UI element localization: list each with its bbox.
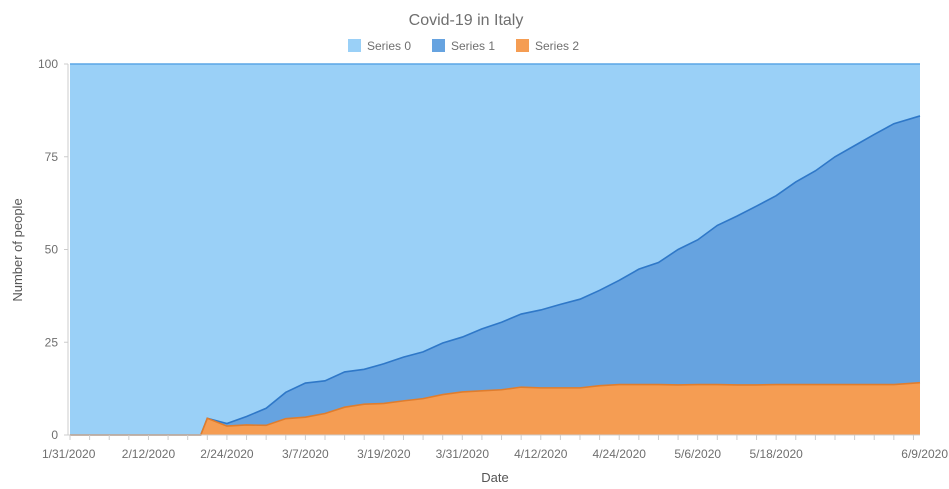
x-tick-label: 3/31/2020 [436, 447, 490, 461]
y-tick-label: 50 [45, 243, 59, 257]
x-tick-label: 3/19/2020 [357, 447, 411, 461]
x-tick-label: 2/12/2020 [122, 447, 176, 461]
x-tick-label: 5/6/2020 [674, 447, 721, 461]
legend-swatch-series-0 [348, 39, 361, 52]
legend-swatch-series-2 [516, 39, 529, 52]
y-tick-label: 25 [45, 335, 59, 349]
y-tick-label: 75 [45, 150, 59, 164]
area-series-2[interactable] [70, 382, 920, 435]
area-series-1[interactable] [70, 115, 920, 435]
y-axis: 0 25 50 75 100 [38, 57, 69, 442]
series-line-1 [70, 115, 921, 436]
x-tick-label: 2/24/2020 [200, 447, 254, 461]
x-tick-label: 4/24/2020 [593, 447, 647, 461]
x-tick-label: 6/9/2020 [901, 447, 948, 461]
x-tick-label: 4/12/2020 [514, 447, 568, 461]
x-tick-label: 5/18/2020 [749, 447, 803, 461]
legend-label-series-0[interactable]: Series 0 [367, 39, 411, 53]
y-axis-title: Number of people [10, 198, 25, 301]
legend-label-series-2[interactable]: Series 2 [535, 39, 579, 53]
y-tick-label: 100 [38, 57, 58, 71]
area-series-0[interactable] [70, 64, 920, 435]
area-series-group [70, 63, 921, 436]
legend-label-series-1[interactable]: Series 1 [451, 39, 495, 53]
chart-legend: Series 0 Series 1 Series 2 [348, 39, 579, 53]
x-tick-label: 3/7/2020 [282, 447, 329, 461]
series-line-2 [70, 381, 921, 436]
x-tick-label: 1/31/2020 [42, 447, 96, 461]
y-tick-label: 0 [51, 428, 58, 442]
x-axis-title: Date [481, 470, 508, 485]
chart-title: Covid-19 in Italy [409, 12, 524, 29]
legend-swatch-series-1 [432, 39, 445, 52]
x-axis: 1/31/2020 2/12/2020 2/24/2020 3/7/2020 3/19/… [42, 434, 948, 461]
